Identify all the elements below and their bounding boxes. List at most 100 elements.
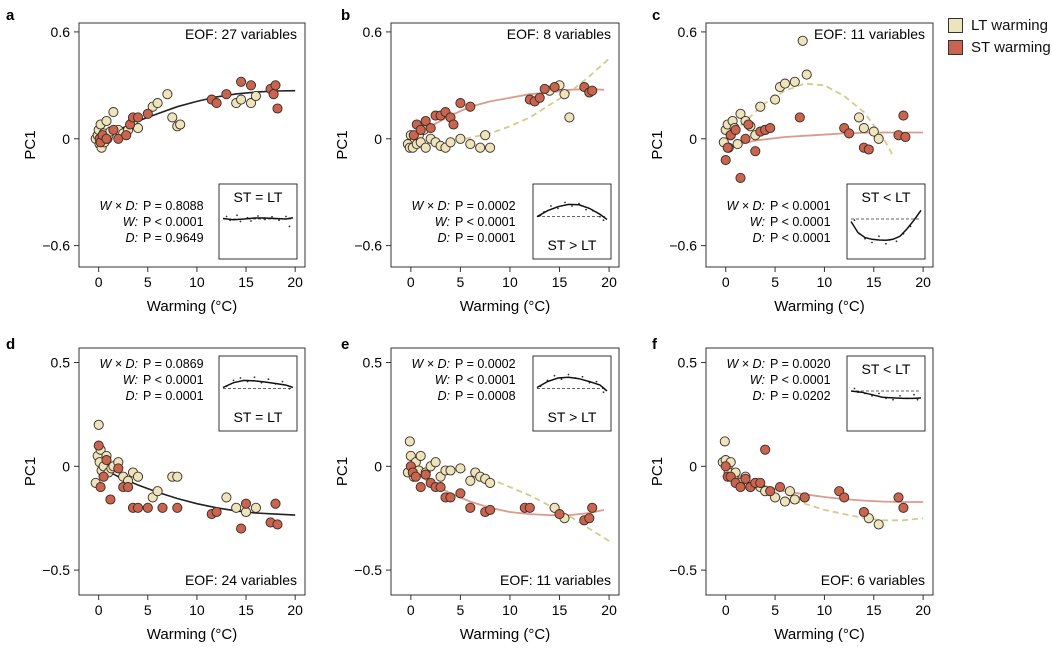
inset-frame: [532, 355, 612, 432]
inset-curve: [850, 390, 922, 400]
inset-point: [264, 218, 266, 221]
inset-point: [878, 392, 880, 395]
x-tick-label: 20: [601, 274, 617, 290]
data-point: [211, 98, 222, 109]
x-tick-label: 10: [817, 602, 833, 618]
stat-value: P < 0.0001: [770, 215, 831, 229]
data-point: [408, 130, 419, 141]
legend-swatch-lt: [948, 17, 963, 33]
data-point: [799, 492, 810, 503]
inset-point: [599, 215, 601, 218]
series-st: [405, 461, 598, 526]
x-tick-label: 5: [456, 274, 464, 290]
stat-term: W:: [123, 373, 138, 387]
legend-item-st: ST warming: [948, 36, 1051, 58]
x-tick-label: 15: [552, 602, 568, 618]
data-point: [735, 108, 746, 119]
data-point: [132, 502, 144, 513]
data-point: [740, 473, 751, 484]
stat-value: P = 0.0008: [455, 389, 516, 403]
data-point: [900, 131, 911, 143]
inset-label: ST > LT: [548, 237, 597, 253]
stat-value: P = 0.0001: [143, 389, 204, 403]
plot-frame: [78, 22, 306, 268]
data-point: [113, 463, 124, 474]
stat-value: P = 0.0020: [770, 357, 831, 371]
y-axis-label: PC1: [22, 457, 39, 486]
panel-label: c: [652, 7, 660, 24]
data-point: [794, 112, 805, 123]
data-point: [779, 78, 791, 89]
x-tick-label: 20: [601, 602, 617, 618]
data-point: [863, 144, 874, 155]
data-point: [549, 82, 560, 93]
stat-term: W:: [435, 215, 450, 229]
inset-point: [253, 376, 256, 379]
inset-point: [892, 398, 894, 401]
inset-point: [595, 380, 598, 383]
inset-curve: [536, 376, 608, 392]
x-tick-label: 5: [771, 602, 779, 618]
y-tick-label: 0.5: [363, 355, 383, 371]
data-point: [755, 477, 766, 488]
inset-point: [878, 235, 880, 238]
x-tick-label: 15: [866, 602, 882, 618]
stat-value: P = 0.0002: [455, 199, 516, 213]
inset-curve: [222, 379, 294, 389]
stat-term: W:: [750, 373, 765, 387]
data-point: [105, 494, 116, 505]
data-point: [101, 455, 112, 466]
stat-value: P < 0.0001: [770, 231, 831, 245]
data-point: [485, 142, 496, 153]
inset-curve: [850, 209, 922, 242]
x-tick-label: 10: [817, 274, 833, 290]
x-tick-label: 10: [189, 602, 205, 618]
inset-point: [553, 374, 556, 377]
x-tick-label: 0: [95, 602, 103, 618]
data-point: [485, 477, 496, 488]
series-st: [720, 444, 909, 518]
data-point: [898, 502, 909, 513]
y-tick-label: −0.6: [354, 238, 382, 254]
x-tick-label: 10: [502, 602, 518, 618]
data-point: [445, 137, 456, 148]
series-st: [720, 110, 911, 183]
data-point: [93, 440, 104, 451]
data-point: [485, 504, 496, 515]
inset-point: [271, 215, 273, 218]
data-point: [121, 130, 132, 141]
data-point: [132, 471, 144, 482]
data-point: [480, 130, 491, 141]
plot-frame: [390, 22, 620, 268]
stat-term: D:: [126, 389, 139, 403]
data-point: [98, 471, 109, 482]
data-point: [534, 92, 545, 103]
data-point: [720, 461, 731, 472]
y-tick-label: 0.6: [678, 24, 698, 40]
legend-label-lt: LT warming: [971, 16, 1048, 34]
inset-label: ST = LT: [234, 409, 283, 425]
series-st: [408, 82, 598, 141]
panel-a: a 0.6 0 −0.6 0 5 10 15 20 Warming (°C) PC1 EOF: 27 …: [6, 7, 306, 315]
data-point: [172, 471, 183, 482]
stat-term: W × D:: [411, 357, 450, 371]
x-tick-label: 5: [144, 274, 152, 290]
inset-point: [225, 215, 228, 218]
data-point: [108, 124, 119, 135]
y-axis-label: PC1: [649, 130, 666, 159]
data-point: [270, 80, 281, 91]
panel-label: e: [341, 336, 349, 353]
panel-label: a: [6, 7, 15, 24]
inset-point: [232, 379, 235, 382]
data-point: [853, 112, 865, 123]
data-point: [789, 76, 800, 87]
inset-point: [285, 215, 287, 218]
stat-value: P < 0.0001: [455, 373, 516, 387]
stat-term: D:: [438, 231, 451, 245]
data-point: [420, 142, 431, 153]
inset-point: [853, 219, 856, 222]
inset-point: [585, 208, 587, 211]
y-tick-label: 0.6: [51, 24, 71, 40]
data-point: [730, 124, 741, 135]
x-tick-label: 0: [722, 602, 730, 618]
